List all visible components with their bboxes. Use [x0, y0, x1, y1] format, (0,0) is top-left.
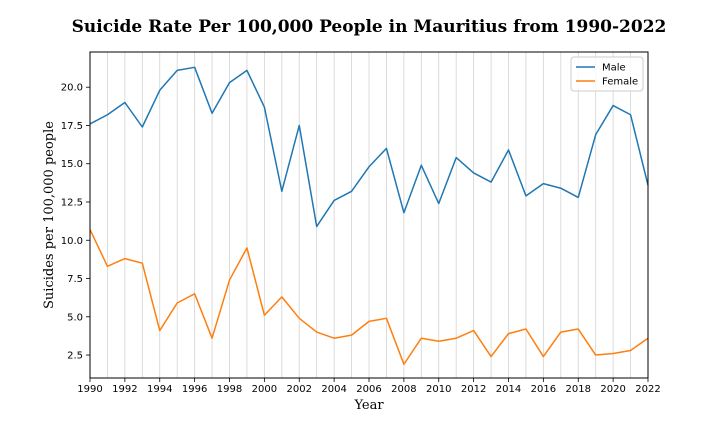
legend-label: Male	[602, 63, 626, 74]
y-tick-label: 7.5	[67, 274, 83, 285]
y-axis-label: Suicides per 100,000 people	[42, 121, 57, 309]
x-tick-label: 2012	[461, 384, 486, 395]
x-axis-ticks: 1990 1992 1994 1996 1998 2000 2002 2004 2006 2008…	[77, 378, 661, 395]
x-tick-label: 2004	[321, 384, 346, 395]
legend: Male Female	[570, 56, 644, 92]
x-tick-label: 2020	[600, 384, 625, 395]
x-tick-label: 2006	[356, 384, 381, 395]
y-tick-label: 12.5	[61, 197, 83, 208]
x-tick-label: 2022	[635, 384, 660, 395]
legend-label: Female	[602, 77, 638, 88]
x-tick-label: 2010	[426, 384, 451, 395]
x-tick-label: 2016	[531, 384, 556, 395]
x-tick-label: 1998	[217, 384, 242, 395]
x-tick-label: 2014	[496, 384, 521, 395]
y-axis-ticks: 2.5 5.0 7.5 10.0 12.5 15.0 17.5 20.0	[61, 83, 90, 362]
x-tick-label: 2002	[287, 384, 312, 395]
x-tick-label: 1994	[147, 384, 172, 395]
y-tick-label: 10.0	[61, 236, 83, 247]
y-tick-label: 20.0	[61, 83, 83, 94]
x-tick-label: 1990	[77, 384, 102, 395]
y-tick-label: 17.5	[61, 121, 83, 132]
chart-title: Suicide Rate Per 100,000 People in Mauri…	[72, 17, 667, 37]
x-tick-label: 1996	[182, 384, 207, 395]
y-tick-label: 5.0	[67, 312, 83, 323]
y-tick-label: 15.0	[61, 159, 83, 170]
y-tick-label: 2.5	[67, 351, 83, 362]
x-tick-label: 1992	[112, 384, 137, 395]
series-lines	[89, 66, 649, 365]
x-tick-label: 2018	[566, 384, 591, 395]
series-line-male	[89, 66, 649, 228]
x-tick-label: 2000	[252, 384, 277, 395]
x-tick-label: 2008	[391, 384, 416, 395]
x-axis-label: Year	[353, 398, 384, 413]
series-line-female	[89, 229, 649, 365]
legend-box	[570, 56, 644, 92]
grid	[89, 52, 649, 378]
